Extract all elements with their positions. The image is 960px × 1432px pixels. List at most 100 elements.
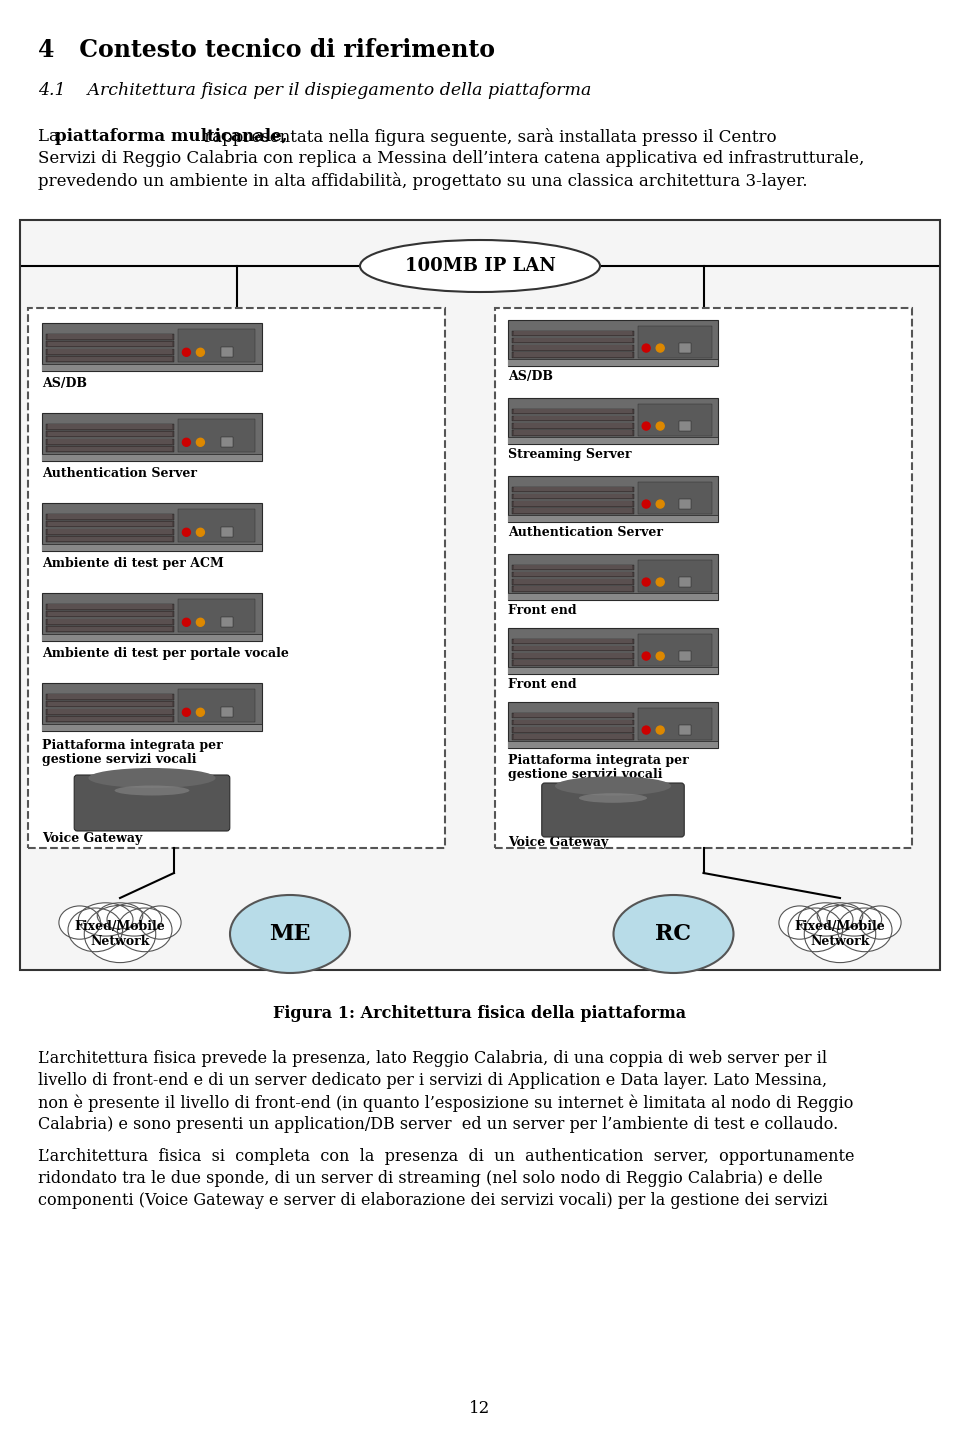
Bar (179, 418, 255, 453)
Bar (679, 421, 690, 431)
Ellipse shape (788, 908, 843, 952)
Text: La: La (38, 127, 64, 145)
Bar (48, 611, 172, 616)
Bar (46, 440, 174, 445)
Circle shape (182, 709, 190, 716)
Text: L’architettura fisica prevede la presenza, lato Reggio Calabria, di una coppia d: L’architettura fisica prevede la presenz… (38, 1050, 828, 1067)
FancyBboxPatch shape (541, 783, 684, 836)
Bar (512, 415, 634, 421)
Circle shape (657, 726, 664, 735)
Bar (512, 352, 634, 358)
Circle shape (642, 422, 650, 430)
Bar (48, 695, 172, 699)
Bar (512, 727, 634, 733)
Bar (508, 516, 718, 523)
Bar (508, 319, 718, 367)
Text: Servizi di Reggio Calabria con replica a Messina dell’intera catena applicativa : Servizi di Reggio Calabria con replica a… (38, 150, 864, 168)
Text: livello di front-end e di un server dedicato per i servizi di Application e Data: livello di front-end e di un server dedi… (38, 1073, 828, 1088)
Bar (179, 508, 255, 543)
Bar (512, 713, 634, 719)
Text: AS/DB: AS/DB (508, 369, 553, 382)
Circle shape (182, 528, 190, 536)
Bar (514, 410, 632, 414)
Circle shape (197, 709, 204, 716)
Bar (512, 430, 634, 435)
Bar (512, 501, 634, 507)
Bar (514, 338, 632, 342)
Bar (514, 573, 632, 577)
Bar (46, 424, 174, 430)
Bar (638, 325, 711, 358)
Ellipse shape (827, 902, 881, 937)
Bar (514, 587, 632, 591)
Circle shape (182, 438, 190, 447)
Ellipse shape (107, 902, 161, 937)
Bar (48, 440, 172, 444)
Bar (514, 653, 632, 657)
Bar (512, 571, 634, 577)
Bar (495, 308, 912, 848)
Bar (514, 345, 632, 349)
Text: Calabria) e sono presenti un application/DB server  ed un server per l’ambiente : Calabria) e sono presenti un application… (38, 1116, 838, 1133)
Bar (514, 720, 632, 725)
Bar (42, 365, 262, 371)
Bar (48, 335, 172, 339)
Bar (512, 422, 634, 428)
Bar (508, 702, 718, 748)
Ellipse shape (114, 786, 189, 796)
Ellipse shape (68, 908, 123, 952)
Bar (46, 611, 174, 617)
Bar (508, 398, 718, 444)
Bar (42, 546, 262, 551)
Bar (42, 593, 262, 642)
Bar (508, 593, 718, 600)
Bar (512, 487, 634, 493)
Ellipse shape (837, 908, 892, 952)
Ellipse shape (817, 902, 863, 929)
Bar (48, 627, 172, 632)
Text: Authentication Server: Authentication Server (42, 467, 197, 480)
Bar (48, 702, 172, 706)
Bar (46, 716, 174, 722)
Bar (638, 560, 711, 591)
Ellipse shape (579, 793, 647, 803)
Bar (512, 345, 634, 351)
Circle shape (642, 579, 650, 586)
Text: Streaming Server: Streaming Server (508, 448, 632, 461)
Bar (514, 566, 632, 570)
Ellipse shape (779, 906, 821, 939)
Bar (46, 514, 174, 520)
Bar (42, 503, 262, 551)
Bar (179, 329, 255, 362)
Ellipse shape (117, 908, 172, 952)
Bar (42, 324, 262, 371)
Text: gestione servizi vocali: gestione servizi vocali (42, 753, 197, 766)
Bar (514, 417, 632, 421)
Ellipse shape (555, 776, 671, 796)
Bar (42, 455, 262, 461)
Text: componenti (Voice Gateway e server di elaborazione dei servizi vocali) per la ge: componenti (Voice Gateway e server di el… (38, 1191, 828, 1209)
Ellipse shape (139, 906, 181, 939)
Text: prevedendo un ambiente in alta affidabilità, progettato su una classica architet: prevedendo un ambiente in alta affidabil… (38, 172, 807, 190)
Bar (679, 725, 690, 735)
Bar (508, 475, 718, 523)
Circle shape (642, 652, 650, 660)
Bar (48, 709, 172, 715)
Bar (514, 508, 632, 513)
Bar (508, 517, 718, 523)
Text: Ambiente di test per ACM: Ambiente di test per ACM (42, 557, 224, 570)
Bar (48, 432, 172, 437)
Circle shape (657, 344, 664, 352)
Bar (508, 554, 718, 600)
Circle shape (197, 348, 204, 357)
Bar (514, 660, 632, 664)
Bar (42, 544, 262, 551)
Bar (679, 344, 690, 354)
Text: 100MB IP LAN: 100MB IP LAN (404, 256, 556, 275)
Circle shape (642, 344, 650, 352)
Bar (46, 619, 174, 624)
Bar (514, 487, 632, 491)
Circle shape (182, 348, 190, 357)
Bar (46, 431, 174, 437)
Bar (48, 349, 172, 354)
